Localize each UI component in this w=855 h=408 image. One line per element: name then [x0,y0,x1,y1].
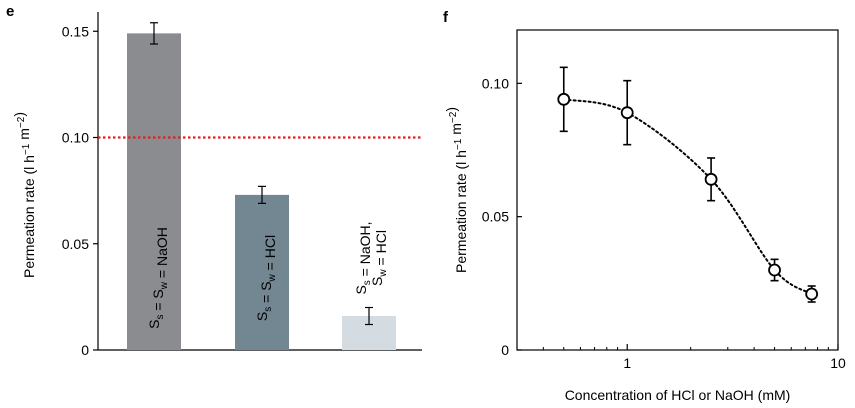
bar-chart-panel-e: 0 0.05 0.10 0.15 Permeation rate (l h−1 m−2)… [11,12,422,358]
x-tick-label-f: 1 [623,355,631,371]
x-axis-title-f: Concentration of HCl or NaOH (mM) [565,387,791,403]
data-point-f [557,92,571,106]
bar-label-e: Ss = Sw = NaOH [146,227,170,329]
y-tick-label-f: 0 [501,342,509,358]
y-tick-label-f: 0.10 [482,75,509,91]
data-point-f [768,263,781,277]
y-tick-label-e: 0 [81,342,89,358]
y-tick-label-e: 0.10 [62,130,89,146]
data-point-f [620,106,634,120]
data-point-f [704,172,718,186]
bar-e [235,194,289,350]
line-chart-panel-f: 0 0.05 0.10 1 10 Permeation rate (l h−1 m−2) C… [443,29,846,403]
panel-letter-f: f [443,9,449,26]
bar-label-e: Ss = Sw = HCl [254,235,278,321]
bar-label-e: Ss = NaOH, [353,221,373,294]
y-axis-title-f: Permeation rate (l h−1 m−2) [443,107,469,273]
y-axis-title-e: Permeation rate (l h−1 m−2) [11,112,37,278]
data-point-f [805,287,819,301]
panel-letter-e: e [6,3,14,20]
bar-label-e: Sw = HCl [369,230,389,286]
y-tick-label-f: 0.05 [482,209,509,225]
y-tick-label-e: 0.05 [62,236,89,252]
y-tick-label-e: 0.15 [62,23,89,39]
plot-frame-f [516,29,839,351]
bar-e [127,33,181,350]
x-tick-label-f: 10 [830,355,846,371]
